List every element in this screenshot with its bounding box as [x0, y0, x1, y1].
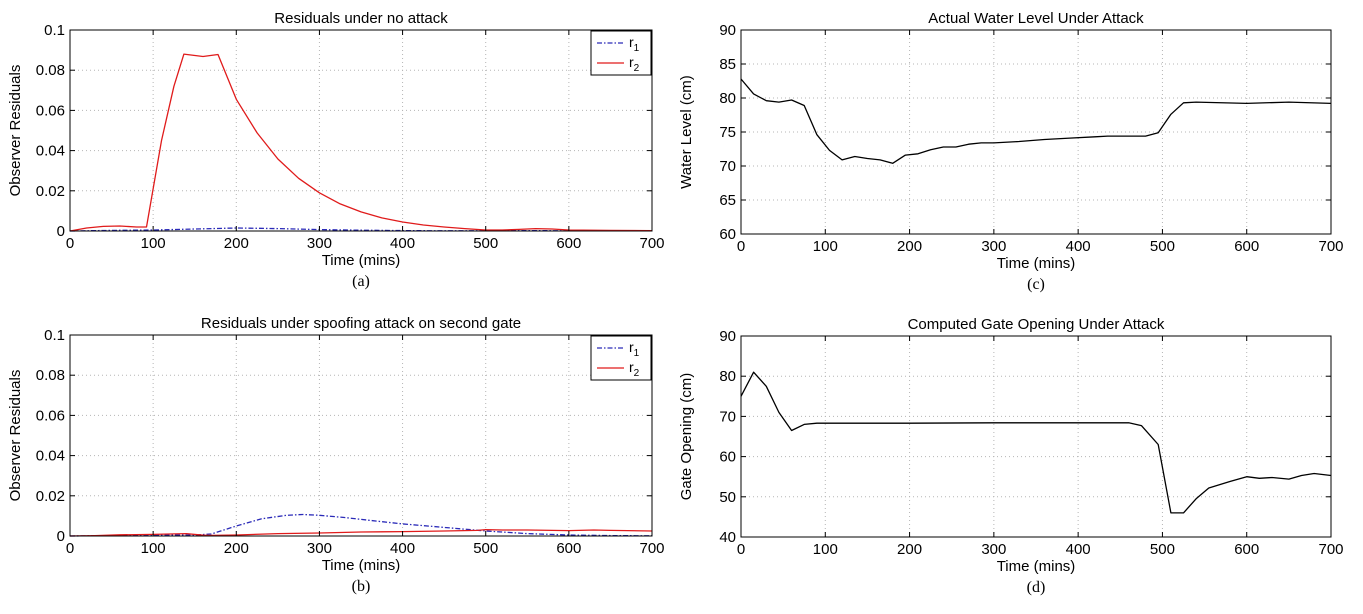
y-tick-label: 85 [719, 56, 736, 73]
y-tick-label: 80 [719, 90, 736, 107]
x-tick-label: 0 [737, 238, 745, 255]
y-tick-label: 0.1 [44, 22, 65, 39]
x-tick-label: 300 [981, 238, 1006, 255]
y-tick-label: 75 [719, 124, 736, 141]
x-tick-label: 200 [897, 238, 922, 255]
x-tick-label: 700 [1318, 238, 1343, 255]
y-tick-label: 40 [719, 529, 736, 546]
x-axis-label: Time (mins) [322, 557, 401, 574]
x-tick-label: 400 [390, 540, 415, 557]
panel-caption: (b) [352, 578, 371, 595]
series-line-series-1 [740, 371, 1332, 514]
y-tick-label: 90 [719, 22, 736, 39]
x-tick-label: 700 [639, 235, 664, 252]
x-tick-label: 700 [1318, 541, 1343, 558]
x-tick-label: 400 [1066, 238, 1091, 255]
y-axis-label: Water Level (cm) [678, 75, 695, 189]
axes-box [69, 334, 653, 537]
x-tick-label: 600 [556, 235, 581, 252]
y-axis-label: Observer Residuals [7, 370, 24, 502]
x-tick-label: 200 [224, 235, 249, 252]
y-tick-label: 60 [719, 449, 736, 466]
chart-title: Residuals under no attack [274, 10, 448, 27]
panel-caption: (a) [352, 273, 370, 290]
y-tick-label: 0 [57, 528, 65, 545]
x-tick-label: 100 [141, 540, 166, 557]
axes-box [69, 29, 653, 232]
axes-box [740, 335, 1332, 538]
x-axis-label: Time (mins) [997, 255, 1076, 272]
legend-label-r2: r2 [629, 359, 640, 379]
x-tick-label: 600 [1234, 541, 1259, 558]
legend-label-r1: r1 [629, 34, 640, 54]
x-tick-label: 400 [390, 235, 415, 252]
y-tick-label: 50 [719, 489, 736, 506]
y-tick-label: 0.1 [44, 327, 65, 344]
y-tick-label: 0.04 [36, 448, 65, 465]
series-line-r2 [69, 53, 653, 232]
x-tick-label: 500 [473, 235, 498, 252]
y-tick-label: 70 [719, 158, 736, 175]
series-line-series-1 [740, 78, 1332, 164]
series-line-r2 [69, 528, 653, 537]
y-tick-label: 0.02 [36, 488, 65, 505]
chart-a: 0 100 200 300 400 500 600 700 0 0.02 0.04 0.06 0.08 0… [7, 10, 665, 290]
x-tick-label: 300 [307, 235, 332, 252]
y-axis-label: Observer Residuals [7, 65, 24, 197]
y-tick-label: 0.08 [36, 62, 65, 79]
y-axis-label: Gate Opening (cm) [678, 373, 695, 501]
x-tick-label: 500 [1150, 541, 1175, 558]
y-tick-label: 65 [719, 192, 736, 209]
x-tick-label: 700 [639, 540, 664, 557]
x-tick-label: 100 [813, 541, 838, 558]
x-tick-label: 200 [224, 540, 249, 557]
y-tick-label: 80 [719, 368, 736, 385]
x-tick-label: 200 [897, 541, 922, 558]
x-tick-label: 500 [473, 540, 498, 557]
y-tick-label: 0.06 [36, 102, 65, 119]
x-tick-label: 600 [556, 540, 581, 557]
chart-title: Residuals under spoofing attack on secon… [201, 315, 521, 332]
legend-label-r2: r2 [629, 54, 640, 74]
y-tick-label: 70 [719, 408, 736, 425]
legend-label-r1: r1 [629, 339, 640, 359]
chart-c: 0 100 200 300 400 500 600 700 60 65 70 75 80 85 90 Actu… [678, 10, 1344, 293]
chart-d: 0 100 200 300 400 500 600 700 40 50 60 70 80 90 Comput… [678, 316, 1344, 596]
x-tick-label: 300 [307, 540, 332, 557]
panel-caption: (d) [1027, 579, 1046, 596]
legend-box [590, 335, 652, 381]
y-tick-label: 60 [719, 226, 736, 243]
y-tick-label: 0.08 [36, 367, 65, 384]
chart-b: 0 100 200 300 400 500 600 700 0 0.02 0.04 0.06 0.08 0… [7, 315, 665, 595]
y-tick-label: 0.06 [36, 407, 65, 424]
y-tick-label: 0.04 [36, 143, 65, 160]
x-tick-label: 0 [737, 541, 745, 558]
y-tick-label: 0 [57, 223, 65, 240]
x-tick-label: 100 [813, 238, 838, 255]
x-axis-label: Time (mins) [997, 558, 1076, 575]
x-axis-label: Time (mins) [322, 252, 401, 269]
series-line-r1 [69, 513, 653, 537]
legend-box [590, 30, 652, 76]
chart-title: Actual Water Level Under Attack [928, 10, 1144, 27]
x-tick-label: 400 [1066, 541, 1091, 558]
x-tick-label: 500 [1150, 238, 1175, 255]
chart-title: Computed Gate Opening Under Attack [908, 316, 1165, 333]
x-tick-label: 0 [66, 235, 74, 252]
x-tick-label: 300 [981, 541, 1006, 558]
panel-caption: (c) [1027, 276, 1045, 293]
x-tick-label: 0 [66, 540, 74, 557]
y-tick-label: 90 [719, 328, 736, 345]
y-tick-label: 0.02 [36, 183, 65, 200]
x-tick-label: 600 [1234, 238, 1259, 255]
x-tick-label: 100 [141, 235, 166, 252]
